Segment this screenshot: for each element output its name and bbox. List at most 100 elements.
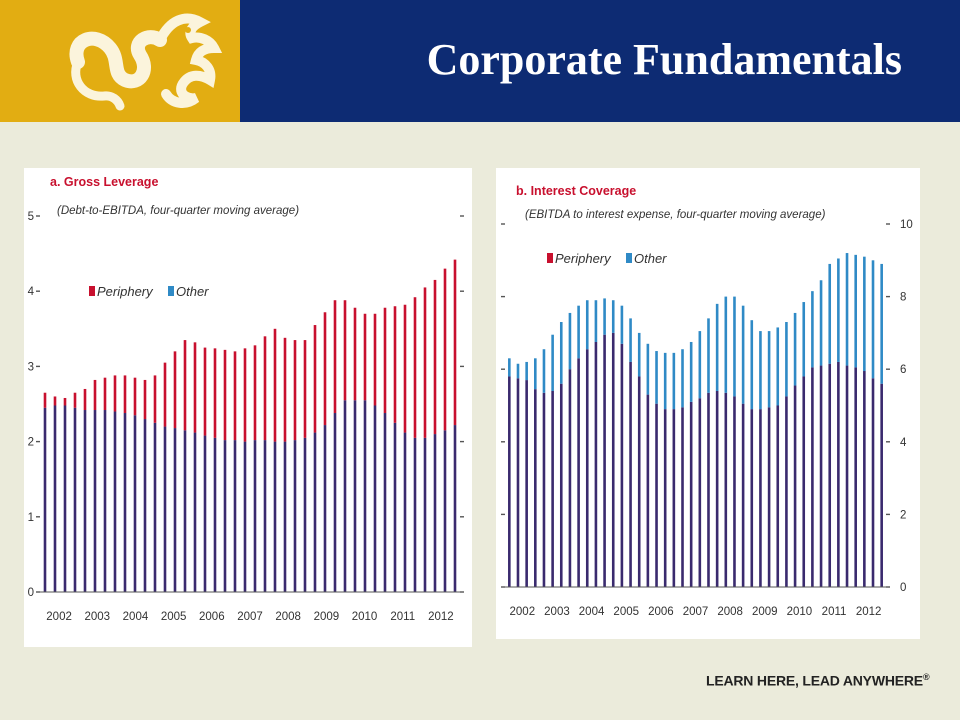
bar-other <box>837 258 840 362</box>
bar-overlap <box>313 432 317 592</box>
y-tick-label: 0 <box>900 582 906 594</box>
bar-overlap <box>453 425 457 592</box>
bar-overlap <box>516 378 520 587</box>
bar-overlap <box>594 341 598 587</box>
bar-other <box>525 361 528 381</box>
x-tick-label: 2005 <box>613 606 639 618</box>
chart-panel-gross-leverage: a. Gross Leverage (Debt-to-EBITDA, four-… <box>24 168 472 647</box>
bar-overlap <box>672 409 676 587</box>
chart-subtitle: (Debt-to-EBITDA, four-quarter moving ave… <box>57 205 299 217</box>
bar-other <box>603 298 606 335</box>
bar-overlap <box>223 440 227 592</box>
y-tick-label: 4 <box>28 286 35 298</box>
bar-other <box>681 349 684 408</box>
bar-overlap <box>542 392 546 587</box>
gross-leverage-chart: a. Gross Leverage (Debt-to-EBITDA, four-… <box>28 175 464 623</box>
bar-other <box>880 263 883 384</box>
bar-overlap <box>43 407 47 592</box>
interest-coverage-chart: b. Interest Coverage (EBITDA to interest… <box>501 184 913 618</box>
bar-periphery <box>373 313 377 406</box>
bar-other <box>811 291 814 368</box>
bar-overlap <box>83 410 87 592</box>
bar-periphery <box>193 342 197 433</box>
x-tick-label: 2011 <box>822 606 847 618</box>
bar-group <box>508 253 883 587</box>
bar-overlap <box>611 332 615 587</box>
bar-periphery <box>333 300 337 414</box>
bar-overlap <box>273 441 277 592</box>
bar-periphery <box>273 328 277 442</box>
x-tick-label: 2011 <box>390 611 415 623</box>
chart-subtitle: (EBITDA to interest expense, four-quarte… <box>525 209 826 221</box>
bar-other <box>516 363 520 379</box>
bar-overlap <box>785 396 788 587</box>
bar-overlap <box>363 400 367 592</box>
bar-other <box>568 312 572 370</box>
bar-overlap <box>750 409 754 587</box>
bar-periphery <box>203 347 207 436</box>
header-bar <box>240 0 960 122</box>
bar-other <box>672 352 676 410</box>
bar-overlap <box>845 365 849 587</box>
y-tick-label: 6 <box>900 364 906 376</box>
bar-periphery <box>83 388 87 411</box>
bar-periphery <box>113 375 117 412</box>
x-tick-label: 2003 <box>544 606 570 618</box>
bar-other <box>785 322 788 397</box>
bar-periphery <box>323 312 327 426</box>
bar-other <box>715 303 719 391</box>
bar-overlap <box>776 405 780 587</box>
bar-overlap <box>123 413 127 592</box>
registered-mark: ® <box>922 672 930 682</box>
y-tick-label: 3 <box>28 361 34 373</box>
legend-label-periphery: Periphery <box>555 251 612 266</box>
tagline-text: LEARN HERE, LEAD ANYWHERE <box>706 672 923 689</box>
bar-periphery <box>53 396 57 406</box>
bar-overlap <box>802 376 806 587</box>
bar-overlap <box>183 430 187 592</box>
bar-periphery <box>163 362 167 427</box>
bar-overlap <box>163 426 167 592</box>
x-tick-label: 2010 <box>787 606 813 618</box>
bar-overlap <box>303 437 307 592</box>
chart-title: b. Interest Coverage <box>516 184 636 198</box>
bar-overlap <box>423 437 427 592</box>
bar-other <box>611 300 615 333</box>
bar-periphery <box>73 392 77 408</box>
bar-other <box>585 300 589 350</box>
x-tick-label: 2002 <box>510 606 536 618</box>
bar-overlap <box>508 376 511 587</box>
bar-overlap <box>880 383 883 587</box>
bar-periphery <box>383 307 387 414</box>
bar-overlap <box>283 441 287 592</box>
bar-overlap <box>724 392 728 587</box>
bar-overlap <box>373 405 377 592</box>
y-tick-label: 5 <box>28 211 34 223</box>
bar-overlap <box>53 405 57 592</box>
bar-periphery <box>423 287 427 438</box>
bar-other <box>793 312 797 386</box>
x-tick-label: 2009 <box>752 606 778 618</box>
y-tick-label: 1 <box>28 512 34 524</box>
axes: 0 1 2 3 4 5 2002 2003 2004 2005 2006 2007 2008 2009 20… <box>28 211 464 623</box>
bar-periphery <box>213 348 217 438</box>
bar-other <box>741 305 745 404</box>
bar-overlap <box>629 361 632 587</box>
axes: 0 2 4 6 8 10 2002 2003 2004 2005 2006 2007 2008 2009 2… <box>501 219 913 618</box>
bar-other <box>551 334 554 391</box>
bar-other <box>637 332 641 377</box>
bar-overlap <box>534 389 537 587</box>
bar-periphery <box>143 379 147 420</box>
bar-group <box>43 259 457 592</box>
x-tick-label: 2009 <box>314 611 340 623</box>
bar-overlap <box>383 413 387 592</box>
bar-overlap <box>811 367 814 587</box>
bar-other <box>534 358 537 390</box>
bar-overlap <box>433 434 437 592</box>
x-tick-label: 2006 <box>199 611 225 623</box>
x-tick-label: 2007 <box>683 606 709 618</box>
bar-other <box>819 280 823 366</box>
bar-overlap <box>393 422 397 592</box>
bar-overlap <box>413 437 417 592</box>
bar-other <box>663 352 667 410</box>
